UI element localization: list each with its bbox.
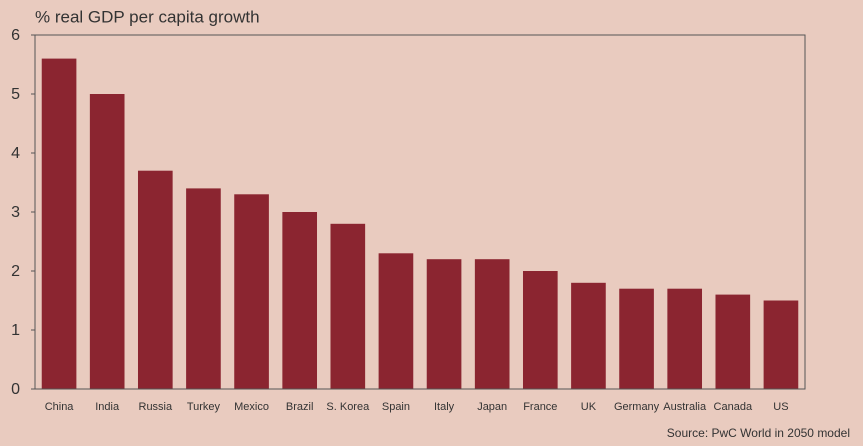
y-tick-label: 2	[11, 263, 20, 280]
x-tick-label: Canada	[714, 401, 753, 413]
x-tick-label: Australia	[663, 401, 707, 413]
x-tick-label: India	[95, 401, 120, 413]
plot-area: 0 1 2 3 4 5 6 China India Russia Turkey Mexico Brazi…	[11, 27, 799, 413]
x-tick-label: Italy	[434, 401, 455, 413]
bar	[378, 253, 414, 389]
bar	[137, 170, 173, 389]
bar	[89, 94, 125, 389]
bar	[715, 294, 751, 389]
x-tick-label: Spain	[382, 401, 410, 413]
x-tick-label: Brazil	[286, 401, 314, 413]
bar	[474, 259, 510, 389]
bar	[619, 288, 654, 389]
y-tick-label: 3	[11, 204, 20, 221]
x-tick-label: Mexico	[234, 401, 269, 413]
source: Source: PwC World in 2050 model	[667, 426, 850, 440]
y-tick-label: 6	[11, 27, 20, 44]
bar	[667, 288, 703, 389]
y-tick-label: 0	[11, 381, 20, 398]
y-tick-label: 5	[11, 86, 20, 103]
plot-frame	[34, 34, 806, 390]
bar	[41, 58, 77, 389]
y-tick-label: 4	[11, 145, 20, 162]
x-tick-label: Japan	[477, 401, 507, 413]
x-tick-label: UK	[581, 401, 597, 413]
y-axis-label: % real GDP per capita growth	[35, 7, 260, 26]
x-tick-label: Germany	[614, 401, 660, 413]
x-tick-label: US	[773, 401, 788, 413]
bar	[330, 223, 366, 389]
x-tick-label: S. Korea	[326, 401, 370, 413]
bar	[282, 212, 318, 389]
bar	[234, 194, 269, 389]
y-tick-label: 1	[11, 322, 20, 339]
x-tick-label: France	[523, 401, 557, 413]
x-tick-label: Turkey	[187, 401, 221, 413]
bar	[426, 259, 462, 389]
bar	[522, 271, 558, 389]
bar	[763, 300, 799, 389]
bar	[186, 188, 221, 389]
x-tick-label: Russia	[139, 401, 174, 413]
x-tick-label: China	[45, 401, 75, 413]
bar	[571, 282, 606, 389]
